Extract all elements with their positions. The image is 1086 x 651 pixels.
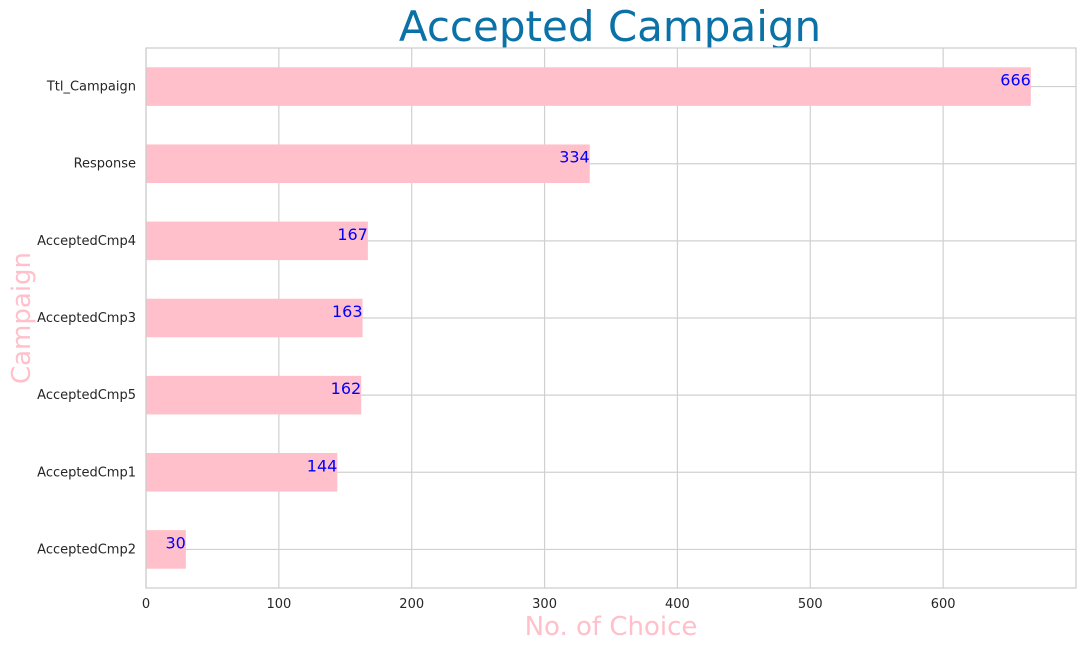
bar <box>146 298 363 338</box>
chart-title: Accepted Campaign <box>398 2 822 51</box>
bar <box>146 530 186 569</box>
data-label: 144 <box>307 456 338 475</box>
plot-frame <box>145 47 1077 589</box>
data-label: 666 <box>1000 71 1031 90</box>
y-axis-title: Campaign <box>7 252 37 384</box>
y-tick-label: AcceptedCmp1 <box>37 465 136 480</box>
x-tick-label: 100 <box>266 597 291 612</box>
x-tick-label: 300 <box>532 597 557 612</box>
x-tick-label: 500 <box>798 597 823 612</box>
y-tick-label: AcceptedCmp5 <box>37 388 136 403</box>
x-tick-label: 600 <box>931 597 956 612</box>
data-label: 162 <box>331 379 362 398</box>
x-tick-label: 400 <box>665 597 690 612</box>
y-tick-label: Ttl_Campaign <box>46 80 136 95</box>
bar <box>146 67 1031 106</box>
y-tick-label: AcceptedCmp2 <box>37 542 136 557</box>
y-tick-label: AcceptedCmp4 <box>37 234 136 249</box>
x-tick-label: 200 <box>399 597 424 612</box>
data-labels: 666 334 167 163 162 144 30 <box>165 71 1030 553</box>
y-tick-labels: Ttl_Campaign Response AcceptedCmp4 Accepted… <box>37 80 136 558</box>
bar <box>146 453 338 492</box>
y-tick-label: AcceptedCmp3 <box>37 311 136 326</box>
x-tick-labels: 0 100 200 300 400 500 600 <box>142 597 956 612</box>
data-label: 30 <box>165 533 185 552</box>
y-tick-label: Response <box>74 157 136 172</box>
bars <box>146 67 1031 569</box>
bar <box>146 375 362 415</box>
x-tick-label: 0 <box>142 597 150 612</box>
data-label: 334 <box>559 148 590 167</box>
data-label: 163 <box>332 302 363 321</box>
bar <box>146 221 368 261</box>
data-label: 167 <box>337 225 368 244</box>
x-axis-title: No. of Choice <box>525 612 698 642</box>
bar <box>146 144 590 183</box>
